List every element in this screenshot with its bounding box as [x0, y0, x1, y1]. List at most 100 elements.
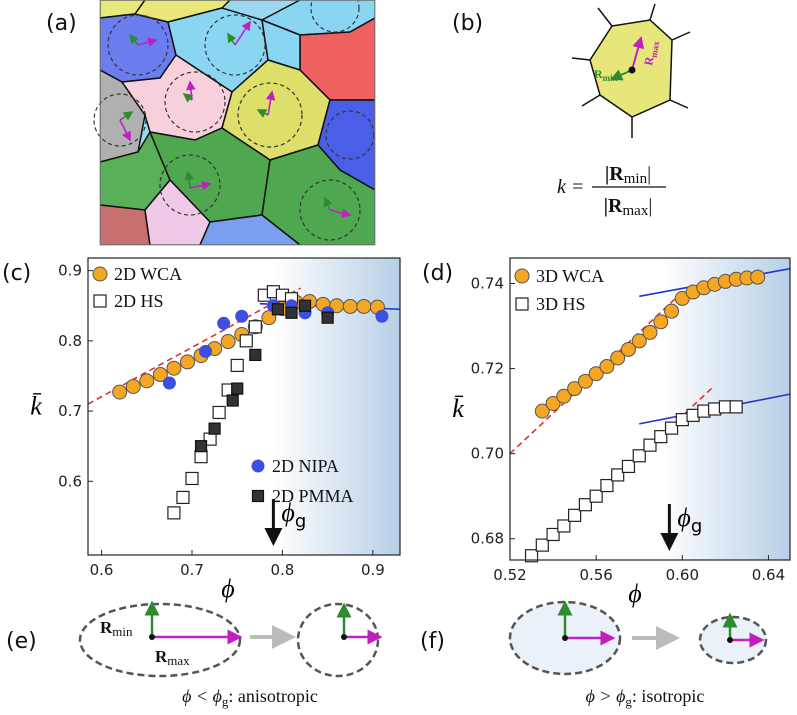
data-point: [611, 468, 625, 482]
data-point: [199, 344, 213, 358]
data-point: [220, 334, 236, 350]
legend-marker: [251, 489, 265, 503]
data-point: [556, 388, 572, 404]
data-point: [185, 471, 199, 486]
r-max-arrow: [631, 36, 645, 71]
y-tick-label: 0.74: [471, 275, 504, 293]
data-point: [166, 360, 182, 376]
t: ϕ > ϕ: [586, 686, 626, 706]
legend-label: 2D PMMA: [272, 486, 354, 506]
data-point: [271, 303, 285, 316]
t: : isotropic: [632, 686, 705, 706]
r: R: [594, 67, 603, 81]
legend-marker: [92, 266, 108, 282]
data-point: [654, 430, 668, 444]
data-point: [620, 341, 636, 357]
legend-label: 2D WCA: [114, 264, 182, 284]
x-tick-label: 0.6: [90, 561, 114, 579]
x-tick-label: 0.60: [666, 566, 699, 584]
data-point: [230, 358, 244, 373]
panel-label: (c): [2, 261, 31, 286]
y-tick-label: 0.6: [58, 472, 82, 490]
data-point: [208, 422, 221, 435]
y-axis-label: k̄: [30, 392, 42, 421]
data-point: [167, 506, 181, 520]
r-min-arrow: [610, 69, 633, 81]
data-point: [356, 298, 372, 314]
y-axis-label: k̄: [452, 394, 464, 423]
r-min-label: Rmin: [100, 618, 133, 639]
data-point: [217, 316, 231, 330]
data-point: [664, 303, 680, 319]
x-axis-label: ϕ: [628, 579, 641, 608]
y-tick-label: 0.9: [58, 262, 82, 280]
image-frame: [99, 0, 376, 246]
t: |: [648, 195, 652, 217]
panel-label: (f): [420, 629, 445, 654]
y-tick-label: 0.7: [58, 402, 82, 420]
data-point: [621, 459, 636, 474]
t: |: [647, 163, 651, 185]
x-tick-label: 0.9: [361, 561, 385, 579]
legend-label: 2D NIPA: [272, 456, 339, 476]
data-point: [653, 314, 669, 330]
r-max-label: Rmax: [155, 647, 190, 668]
data-point: [632, 449, 646, 463]
data-point: [179, 354, 195, 370]
t: min: [624, 171, 648, 187]
formula-den: |Rmax|: [604, 195, 653, 219]
data-point: [139, 373, 155, 389]
data-point: [152, 367, 168, 383]
sub: min: [603, 73, 618, 83]
diagram-e: [78, 600, 383, 678]
diagram-f: [508, 600, 768, 676]
x-tick-label: 0.56: [579, 566, 612, 584]
t: g: [625, 694, 632, 709]
data-point: [176, 490, 190, 505]
data-point: [226, 394, 239, 407]
data-point: [631, 333, 647, 349]
data-point: [546, 527, 560, 542]
data-point: [375, 309, 389, 323]
r-min-label: Rmin: [594, 67, 618, 83]
data-point: [568, 508, 582, 522]
data-point: [545, 395, 561, 411]
plot-frame: [509, 257, 791, 561]
x-tick-label: 0.64: [752, 566, 785, 584]
x-tick-label: 0.52: [493, 566, 526, 584]
t: R: [100, 618, 113, 637]
t: max: [623, 203, 649, 219]
data-point: [298, 299, 312, 312]
t: |R: [604, 195, 623, 217]
cell-center: [628, 66, 636, 74]
t: ϕ < ϕ: [182, 686, 222, 706]
fit-line: [88, 287, 301, 405]
data-point: [577, 373, 593, 389]
formula: k = |Rmin| |Rmax|: [557, 163, 666, 219]
t: min: [112, 624, 133, 639]
data-point: [194, 450, 208, 464]
legend-label: 3D WCA: [536, 266, 604, 286]
data-point: [321, 311, 334, 324]
data-point: [534, 403, 550, 419]
voronoi-circles: [93, 0, 375, 241]
formula-num: |Rmin|: [605, 163, 651, 187]
data-point: [194, 440, 208, 453]
sub: g: [691, 516, 702, 537]
x-tick-label: 0.7: [180, 561, 204, 579]
formula-lhs: k =: [557, 176, 584, 198]
voronoi-arrows: [119, 20, 352, 218]
r-max-label: Rmax: [641, 39, 661, 67]
data-point: [578, 498, 592, 512]
plot-frame: [87, 257, 401, 556]
data-point: [249, 348, 262, 361]
data-point: [750, 269, 766, 285]
t: R: [155, 647, 168, 666]
y-tick-label: 0.70: [471, 445, 504, 463]
t: g: [222, 694, 229, 709]
phi-g-label: ϕg: [281, 498, 306, 532]
panel-label: (a): [46, 11, 77, 36]
data-point: [112, 384, 128, 400]
data-point: [239, 334, 253, 348]
